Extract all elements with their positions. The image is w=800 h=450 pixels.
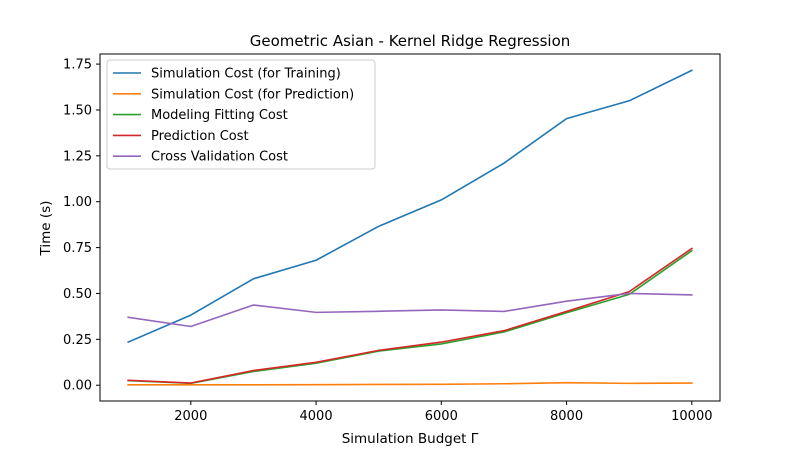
legend-label: Prediction Cost [151,129,249,144]
legend: Simulation Cost (for Training) Simulation… [106,59,376,170]
y-tick-label: 0.50 [63,287,92,302]
legend-label: Simulation Cost (for Training) [151,67,341,82]
y-tick-label: 1.00 [63,195,92,210]
series-line-1 [127,69,693,344]
y-axis-label: Time (s) [38,201,54,257]
legend-label: Cross Validation Cost [151,150,288,165]
y-tick-label: 0.00 [63,379,92,394]
y-tick-label: 0.25 [63,333,92,348]
x-tick-label: 10000 [671,409,712,424]
x-tick-label: 8000 [550,409,583,424]
series-line-5 [127,292,693,328]
y-tick-label: 1.75 [63,58,92,73]
series-layer [127,69,693,386]
legend-box [106,59,376,170]
chart-title: Geometric Asian - Kernel Ridge Regressio… [250,32,571,50]
series-line-4 [127,247,693,384]
y-tick-label: 0.75 [63,241,92,256]
y-axis: 0.00 0.25 0.50 0.75 1.00 1.25 1.50 1.75 [63,58,100,394]
x-tick-label: 2000 [174,409,207,424]
x-tick-label: 6000 [425,409,458,424]
x-tick-label: 4000 [300,409,333,424]
y-tick-label: 1.50 [63,103,92,118]
legend-label: Modeling Fitting Cost [151,108,288,123]
series-line-2 [127,381,693,386]
plot-frame [99,53,721,402]
legend-label: Simulation Cost (for Prediction) [151,87,354,102]
x-axis: 2000 4000 6000 8000 10000 [174,401,712,424]
x-axis-label: Simulation Budget Γ [342,431,479,447]
y-tick-label: 1.25 [63,149,92,164]
